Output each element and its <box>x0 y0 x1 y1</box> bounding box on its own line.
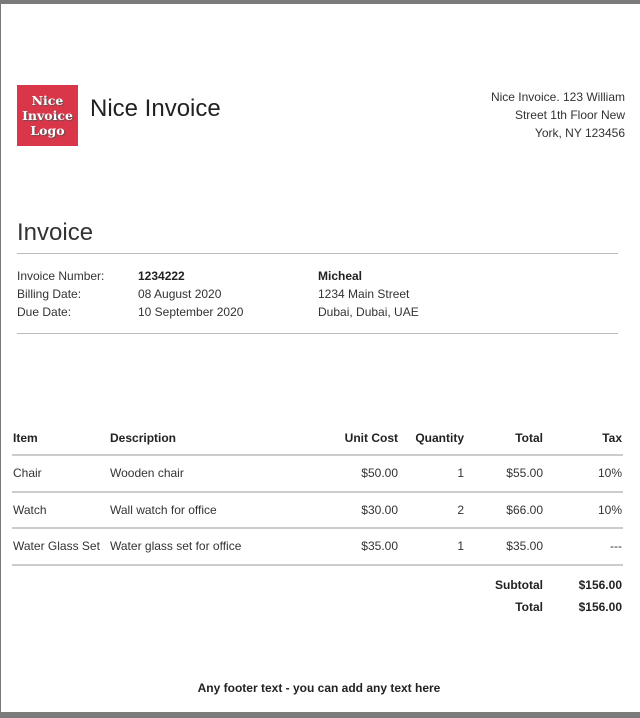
col-quantity: Quantity <box>415 431 464 445</box>
subtotal-row: Subtotal $156.00 <box>12 563 623 595</box>
customer-city: Dubai, Dubai, UAE <box>318 305 419 319</box>
label: Billing Date: <box>17 287 82 301</box>
invoice-values: 1234222 08 August 2020 10 September 2020 <box>138 267 243 321</box>
cell: Watch <box>12 490 109 528</box>
total-label: Total <box>515 599 543 614</box>
footer-text: Any footer text - you can add any text h… <box>197 681 441 695</box>
subtotal-label: Subtotal <box>465 563 544 595</box>
col-total: Total <box>515 431 543 445</box>
cell: $66.00 <box>465 490 544 528</box>
cell: $55.00 <box>465 454 544 492</box>
invoice-labels: Invoice Number: Billing Date: Due Date: <box>17 267 104 321</box>
logo: Nice Invoice Logo <box>17 85 78 146</box>
cell: 2 <box>399 490 465 528</box>
cell: Wall watch for office <box>109 490 309 528</box>
table-row: Watch Wall watch for office $30.00 2 $66.00 1… <box>12 490 623 528</box>
cell: Water Glass Set <box>12 527 109 565</box>
customer-street: 1234 Main Street <box>318 287 410 301</box>
invoice-page: Nice Invoice Logo Nice Invoice Nice Invo… <box>1 4 640 712</box>
table-row: Chair Wooden chair $50.00 1 $55.00 10% <box>12 454 623 492</box>
cell: $50.00 <box>309 454 399 492</box>
items-table: Item Description Unit Cost Quantity Tota… <box>12 422 623 619</box>
cell: 10% <box>544 490 623 528</box>
cell: --- <box>544 527 623 565</box>
col-item: Item <box>13 431 38 445</box>
table-header: Item Description Unit Cost Quantity Tota… <box>12 422 623 455</box>
brand-name: Nice Invoice <box>90 95 221 122</box>
company-address: Nice Invoice. 123 William Street 1th Flo… <box>491 88 625 142</box>
cell: Wooden chair <box>109 454 309 492</box>
col-unit-cost: Unit Cost <box>344 431 398 445</box>
invoice-number: 1234222 <box>138 269 185 283</box>
total-value: $156.00 <box>578 599 622 614</box>
divider <box>17 253 618 254</box>
col-description: Description <box>110 431 177 445</box>
cell: $30.00 <box>309 490 399 528</box>
customer-info: Micheal 1234 Main Street Dubai, Dubai, U… <box>318 267 419 321</box>
cell: Chair <box>12 454 109 492</box>
cell: Water glass set for office <box>109 527 309 565</box>
page-title: Invoice <box>17 219 94 246</box>
label: Due Date: <box>17 305 72 319</box>
address-line: York, NY 123456 <box>534 126 625 140</box>
logo-text: Invoice <box>22 108 73 123</box>
logo-text: Logo <box>30 123 65 138</box>
cell: $35.00 <box>465 527 544 565</box>
due-date: 10 September 2020 <box>138 305 244 319</box>
total-row: Total $156.00 <box>12 595 623 619</box>
cell: $35.00 <box>309 527 399 565</box>
table-row: Water Glass Set Water glass set for offic… <box>12 527 623 565</box>
label: Invoice Number: <box>17 269 105 283</box>
cell: 1 <box>399 454 465 492</box>
logo-text: Nice <box>31 93 64 108</box>
customer-name: Micheal <box>318 269 363 283</box>
subtotal-value: $156.00 <box>544 563 623 595</box>
address-line: Street 1th Floor New <box>514 108 625 122</box>
address-line: Nice Invoice. 123 William <box>490 90 625 104</box>
divider <box>17 333 618 334</box>
billing-date: 08 August 2020 <box>138 287 222 301</box>
cell: 1 <box>399 527 465 565</box>
col-tax: Tax <box>602 431 622 445</box>
cell: 10% <box>544 454 623 492</box>
